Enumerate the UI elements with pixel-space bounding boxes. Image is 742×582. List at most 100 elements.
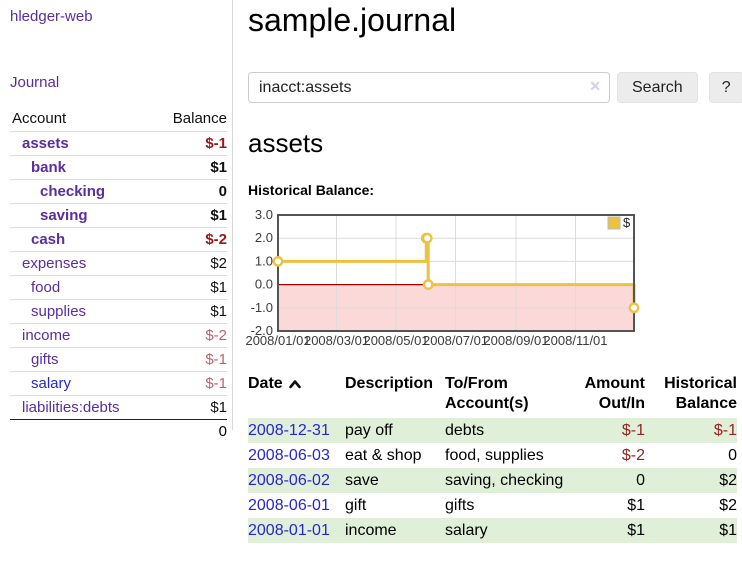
account-row: salary $-1 <box>10 371 227 396</box>
transactions-header-row: Date Description To/From Account(s) Amou… <box>248 372 737 418</box>
svg-text:2008/11/01: 2008/11/01 <box>543 333 607 348</box>
transaction-accounts: food, supplies <box>445 447 544 464</box>
sidebar-account-food[interactable]: food <box>31 279 61 296</box>
column-header-description[interactable]: Description <box>345 375 434 392</box>
sidebar-account-bank[interactable]: bank <box>31 159 67 176</box>
accounts-header-account: Account <box>12 110 67 127</box>
account-balance: $-2 <box>153 323 227 348</box>
search-button[interactable]: Search <box>617 72 698 103</box>
transaction-date-link[interactable]: 2008-12-31 <box>248 422 330 439</box>
transaction-balance: $1 <box>719 522 737 539</box>
account-balance: $-1 <box>153 371 227 396</box>
svg-text:3.0: 3.0 <box>255 207 273 222</box>
accounts-tbody: assets $-1 bank $1 checking 0 saving $1 cash $-2 e… <box>10 131 227 420</box>
transactions-tbody: 2008-12-31 pay off debts $-1 $-1 2008-06-03 ea… <box>248 418 737 543</box>
main-content: sample.journal ✕ Search ? assets Histori… <box>233 0 742 543</box>
transaction-balance: $-1 <box>713 422 737 439</box>
transaction-row[interactable]: 2008-06-01 gift gifts $1 $2 <box>248 493 737 518</box>
sidebar-account-gifts[interactable]: gifts <box>31 351 59 368</box>
sort-up-icon <box>288 376 301 393</box>
column-header-balance[interactable]: Historical Balance <box>664 375 737 412</box>
account-row: food $1 <box>10 275 227 300</box>
sidebar: hledger-web Journal Account Balance asse… <box>0 0 233 443</box>
account-balance: $-1 <box>153 347 227 372</box>
accounts-table: Account Balance assets $-1 bank $1 checking 0… <box>10 107 227 443</box>
svg-text:2.0: 2.0 <box>255 230 273 245</box>
sidebar-account-liabilities-debts[interactable]: liabilities:debts <box>22 399 120 416</box>
transaction-row[interactable]: 2008-06-02 save saving, checking 0 $2 <box>248 468 737 493</box>
sidebar-item-journal[interactable]: Journal <box>10 74 60 91</box>
account-row: assets $-1 <box>10 131 227 156</box>
sidebar-account-assets[interactable]: assets <box>22 135 69 152</box>
transaction-amount: 0 <box>636 472 645 489</box>
transaction-accounts: salary <box>445 522 488 539</box>
clear-search-icon[interactable]: ✕ <box>589 78 601 94</box>
transaction-date-link[interactable]: 2008-06-01 <box>248 497 330 514</box>
sidebar-account-income[interactable]: income <box>22 327 71 344</box>
historical-balance-chart[interactable]: $3.0 2.0 1.0 0.0 -1.0 -2.02008/01/012008/03/0… <box>245 207 723 350</box>
sidebar-account-cash[interactable]: cash <box>31 231 66 248</box>
account-balance: $1 <box>153 203 227 228</box>
svg-text:-1.0: -1.0 <box>251 300 273 315</box>
transaction-description: pay off <box>345 422 393 439</box>
transaction-accounts: gifts <box>445 497 475 514</box>
sidebar-account-saving[interactable]: saving <box>40 207 88 224</box>
transaction-amount: $1 <box>627 497 645 514</box>
account-balance: $1 <box>153 395 227 420</box>
account-row: supplies $1 <box>10 299 227 324</box>
transaction-balance: 0 <box>728 447 737 464</box>
account-balance: $1 <box>153 299 227 324</box>
transaction-balance: $2 <box>719 472 737 489</box>
transaction-amount: $1 <box>627 522 645 539</box>
transaction-balance: $2 <box>719 497 737 514</box>
transaction-date-link[interactable]: 2008-01-01 <box>248 522 330 539</box>
transaction-description: save <box>345 472 379 489</box>
transaction-row[interactable]: 2008-12-31 pay off debts $-1 $-1 <box>248 418 737 443</box>
account-row: cash $-2 <box>10 227 227 252</box>
svg-text:0.0: 0.0 <box>255 277 273 292</box>
app-title-link[interactable]: hledger-web <box>10 8 93 25</box>
sidebar-account-salary[interactable]: salary <box>31 375 72 392</box>
svg-text:2008/03/01: 2008/03/01 <box>304 333 369 348</box>
column-header-tofrom[interactable]: To/From Account(s) <box>445 375 529 412</box>
account-row: bank $1 <box>10 155 227 180</box>
transaction-date-link[interactable]: 2008-06-03 <box>248 447 330 464</box>
transaction-date-link[interactable]: 2008-06-02 <box>248 472 330 489</box>
svg-text:2008/09/01: 2008/09/01 <box>483 333 548 348</box>
search-input[interactable] <box>248 72 610 103</box>
chart-container: $3.0 2.0 1.0 0.0 -1.0 -2.0 2008/01/01 2008/03/0… <box>245 207 742 350</box>
account-row: expenses $2 <box>10 251 227 276</box>
transaction-description: gift <box>345 497 367 514</box>
account-row: liabilities:debts $1 <box>10 395 227 420</box>
account-balance: $-1 <box>153 131 227 156</box>
column-header-date[interactable]: Date <box>248 372 345 418</box>
help-button[interactable]: ? <box>708 72 742 103</box>
transaction-row[interactable]: 2008-01-01 income salary $1 $1 <box>248 518 737 543</box>
sidebar-account-supplies[interactable]: supplies <box>31 303 87 320</box>
transaction-accounts: debts <box>445 422 485 439</box>
transaction-accounts: saving, checking <box>445 472 564 489</box>
app-window: hledger-web Journal Account Balance asse… <box>0 0 742 543</box>
account-heading: assets <box>248 128 324 158</box>
column-header-amount[interactable]: Amount Out/In <box>584 375 645 412</box>
svg-text:1.0: 1.0 <box>255 253 273 268</box>
transaction-amount: $-2 <box>621 447 645 464</box>
sidebar-account-expenses[interactable]: expenses <box>22 255 87 272</box>
svg-text:-2.0: -2.0 <box>251 323 273 338</box>
transaction-row[interactable]: 2008-06-03 eat & shop food, supplies $-2 0 <box>248 443 737 468</box>
sidebar-account-checking[interactable]: checking <box>40 183 106 200</box>
search-form: ✕ Search ? <box>248 72 742 103</box>
legend-label: $ <box>623 215 631 230</box>
account-balance: $1 <box>153 155 227 180</box>
transaction-description: eat & shop <box>345 447 422 464</box>
account-balance: $2 <box>153 251 227 276</box>
account-row: saving $1 <box>10 203 227 228</box>
accounts-total-row: 0 <box>10 419 227 443</box>
transaction-amount: $-1 <box>621 422 645 439</box>
accounts-header-balance: Balance <box>172 110 227 127</box>
page-title: sample.journal <box>248 2 457 38</box>
accounts-total-balance: 0 <box>153 419 227 443</box>
account-balance: $-2 <box>153 227 227 252</box>
accounts-header-row: Account Balance <box>10 107 227 132</box>
account-balance: $1 <box>153 275 227 300</box>
